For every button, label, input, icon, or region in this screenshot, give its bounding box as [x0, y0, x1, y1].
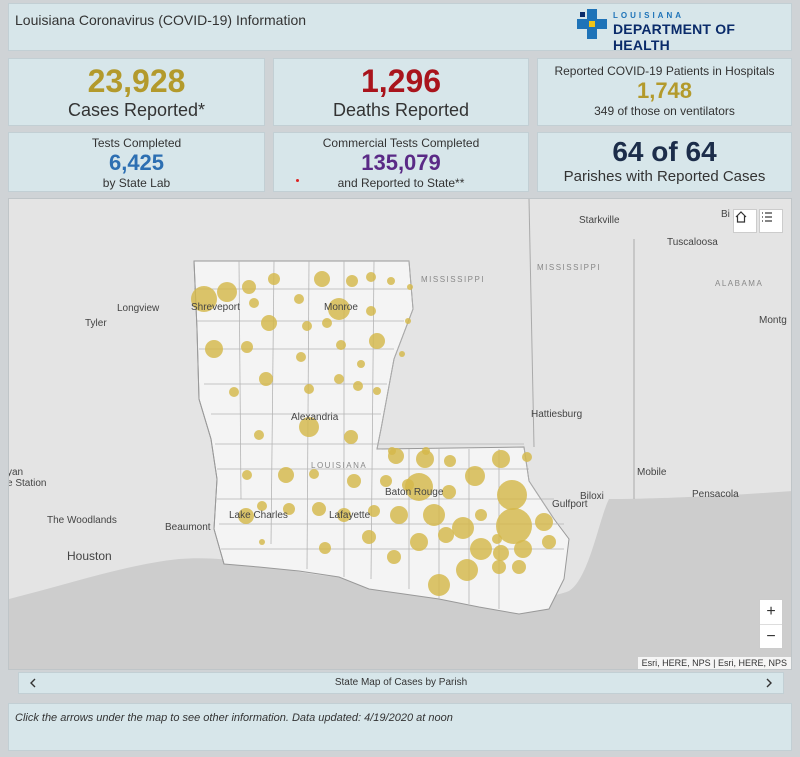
ventilator-text: 349 of those on ventilators	[594, 104, 735, 118]
home-button[interactable]	[733, 209, 757, 233]
map-label-biloxi: Biloxi	[580, 491, 604, 502]
map-label-bi: Bi	[721, 209, 730, 220]
cases-value: 23,928	[87, 63, 186, 99]
map-label-baton-rouge: Baton Rouge	[385, 487, 444, 498]
map-label-monroe: Monroe	[324, 302, 358, 313]
tests-value: 6,425	[108, 150, 165, 175]
hospital-title: Reported COVID-19 Patients in Hospitals	[554, 64, 775, 78]
chevron-left-icon	[30, 678, 36, 688]
logo-big-text: DEPARTMENT OF HEALTH	[613, 21, 736, 53]
map-label-louisiana: LOUISIANA	[311, 461, 368, 470]
map-label-station: e Station	[8, 478, 47, 489]
map-label-mobile: Mobile	[637, 467, 667, 478]
map-label-alabama: ALABAMA	[715, 279, 764, 288]
map-label-beaumont: Beaumont	[165, 522, 211, 533]
map-label-montg: Montg	[759, 315, 787, 326]
map-label-the-woodlands: The Woodlands	[47, 515, 117, 526]
hospital-value: 1,748	[636, 78, 693, 103]
cases-label: Cases Reported*	[67, 100, 206, 120]
map-label-houston: Houston	[67, 549, 112, 563]
map-nav-bar: State Map of Cases by Parish	[18, 672, 784, 694]
commercial-sub: and Reported to State**	[337, 176, 465, 190]
hospital-card: Reported COVID-19 Patients in Hospitals …	[537, 58, 792, 126]
parishes-card: 64 of 64 Parishes with Reported Cases	[537, 132, 792, 192]
map-label-lafayette: Lafayette	[329, 510, 371, 521]
map-label-yan: yan	[8, 467, 24, 478]
chevron-right-icon	[766, 678, 772, 688]
tests-title: Tests Completed	[91, 136, 182, 150]
map-label-longview: Longview	[117, 303, 160, 314]
cases-card: 23,928 Cases Reported*	[8, 58, 265, 126]
commercial-value: 135,079	[361, 150, 441, 175]
parishes-label: Parishes with Reported Cases	[563, 168, 766, 185]
parish-map[interactable]: Shreveport Monroe Alexandria Baton Rouge…	[8, 198, 792, 670]
ldh-logo-icon	[577, 9, 607, 39]
ldh-logo: LOUISIANA DEPARTMENT OF HEALTH	[577, 9, 787, 53]
tests-card: Tests Completed 6,425 by State Lab	[8, 132, 265, 192]
map-label-shreveport: Shreveport	[191, 302, 240, 313]
legend-button[interactable]	[759, 209, 783, 233]
map-attribution: Esri, HERE, NPS | Esri, HERE, NPS	[637, 657, 791, 669]
map-label-mississippi-state: MISSISSIPPI	[537, 263, 602, 272]
deaths-label: Deaths Reported	[332, 100, 470, 120]
map-label-hattiesburg: Hattiesburg	[531, 409, 583, 420]
map-label-mississippi-river: MISSISSIPPI	[421, 275, 486, 284]
footer-note: Click the arrows under the map to see ot…	[15, 712, 453, 724]
tests-sub: by State Lab	[102, 176, 171, 190]
prev-arrow-button[interactable]	[25, 675, 41, 691]
commercial-title: Commercial Tests Completed	[322, 136, 480, 150]
zoom-out-button[interactable]: −	[760, 624, 782, 648]
nav-label: State Map of Cases by Parish	[334, 677, 468, 688]
commercial-tests-card: Commercial Tests Completed 135,079 and R…	[273, 132, 529, 192]
next-arrow-button[interactable]	[761, 675, 777, 691]
map-label-lake-charles: Lake Charles	[229, 510, 288, 521]
footer-panel: Click the arrows under the map to see ot…	[8, 703, 792, 751]
home-icon	[735, 211, 747, 223]
zoom-in-button[interactable]: +	[766, 603, 776, 620]
map-canvas[interactable]	[9, 199, 792, 670]
map-label-tyler: Tyler	[85, 318, 107, 329]
map-label-tuscaloosa: Tuscaloosa	[667, 237, 718, 248]
page-title: Louisiana Coronavirus (COVID-19) Informa…	[15, 12, 307, 28]
map-label-gulfport: Gulfport	[552, 499, 588, 510]
zoom-control: + −	[759, 599, 783, 649]
list-icon	[762, 212, 772, 222]
logo-small-text: LOUISIANA	[613, 11, 684, 20]
parishes-value: 64 of 64	[612, 136, 717, 167]
map-label-alexandria: Alexandria	[291, 412, 339, 423]
red-dot-icon	[296, 179, 299, 182]
deaths-value: 1,296	[360, 63, 442, 99]
map-label-pensacola: Pensacola	[692, 489, 739, 500]
deaths-card: 1,296 Deaths Reported	[273, 58, 529, 126]
map-label-starkville: Starkville	[579, 215, 620, 226]
header-panel: Louisiana Coronavirus (COVID-19) Informa…	[8, 3, 792, 53]
